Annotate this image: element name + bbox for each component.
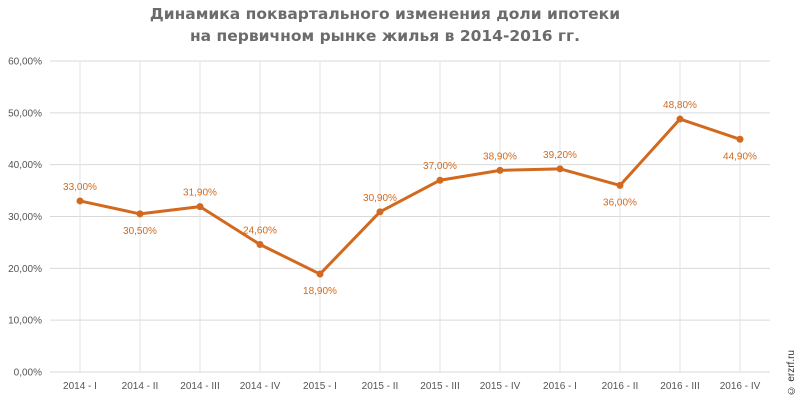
x-tick-label: 2014 - II [122, 381, 159, 392]
data-point [676, 115, 684, 123]
data-label: 44,90% [723, 151, 757, 162]
data-point [316, 270, 324, 278]
data-label: 39,20% [543, 150, 577, 161]
x-tick-label: 2014 - III [180, 381, 219, 392]
series-line [79, 117, 741, 276]
data-label: 18,90% [303, 286, 337, 297]
y-tick-label: 60,00% [8, 57, 42, 68]
x-tick-label: 2016 - II [602, 381, 639, 392]
data-point [196, 203, 204, 211]
y-tick-label: 0,00% [14, 368, 42, 379]
data-label: 37,00% [423, 161, 457, 172]
data-label: 30,90% [363, 193, 397, 204]
chart-title-line-2: на первичном рынке жилья в 2014-2016 гг. [189, 27, 581, 45]
y-tick-label: 30,00% [8, 212, 42, 223]
data-label: 30,50% [123, 226, 157, 237]
data-point [496, 166, 504, 174]
data-label: 24,60% [243, 225, 277, 236]
data-label: 36,00% [603, 197, 637, 208]
data-point [616, 181, 624, 189]
y-tick-label: 50,00% [8, 108, 42, 119]
y-tick-label: 20,00% [8, 264, 42, 275]
x-tick-label: 2015 - IV [480, 381, 521, 392]
data-label: 38,90% [483, 151, 517, 162]
data-point [376, 208, 384, 216]
data-label: 33,00% [63, 182, 97, 193]
data-point [76, 197, 84, 205]
data-label: 31,90% [183, 188, 217, 199]
x-tick-label: 2016 - IV [720, 381, 761, 392]
y-tick-label: 10,00% [8, 316, 42, 327]
data-point [436, 176, 444, 184]
chart-title-line-1: Динамика поквартального изменения доли и… [149, 5, 621, 23]
x-tick-label: 2015 - II [362, 381, 399, 392]
x-tick-label: 2014 - IV [240, 381, 281, 392]
data-point [736, 135, 744, 143]
x-tick-label: 2016 - III [660, 381, 699, 392]
data-point [556, 165, 564, 173]
x-tick-label: 2015 - I [303, 381, 337, 392]
x-tick-label: 2014 - I [63, 381, 97, 392]
data-point [136, 210, 144, 218]
y-tick-label: 40,00% [8, 160, 42, 171]
data-point [256, 240, 264, 248]
x-tick-label: 2016 - I [543, 381, 577, 392]
data-label: 48,80% [663, 100, 697, 111]
x-tick-label: 2015 - III [420, 381, 459, 392]
watermark: © erzrf.ru [786, 350, 797, 396]
